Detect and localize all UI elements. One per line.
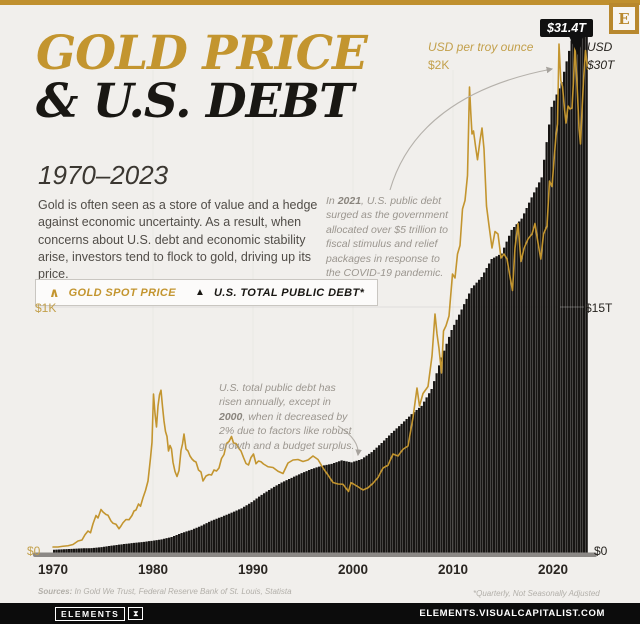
top-accent-bar (0, 0, 640, 5)
page-title: GOLD PRICE & U.S. DEBT (36, 26, 368, 129)
title-us-debt: & U.S. DEBT (36, 73, 354, 129)
x-tick-1980: 1980 (137, 562, 169, 577)
right-axis-30t: $30T (587, 58, 615, 72)
elements-wordmark: ELEMENTS (55, 606, 126, 621)
gold-price-line (52, 43, 589, 548)
visual-capitalist-e-logo[interactable]: E (609, 3, 639, 34)
right-axis-unit: USD (587, 40, 613, 54)
left-axis-1k: $1K (35, 301, 57, 315)
x-tick-1990: 1990 (237, 562, 269, 577)
gold-line-icon: ∧ (49, 284, 60, 300)
website-url[interactable]: ELEMENTS.VISUALCAPITALIST.COM (419, 608, 605, 619)
badge-pointer (568, 34, 584, 55)
left-axis-unit: USD per troy ounce (428, 40, 534, 54)
elements-logo[interactable]: ELEMENTS ⧗ (55, 606, 144, 621)
intro-paragraph: Gold is often seen as a store of value a… (38, 198, 318, 281)
legend-debt-label: U.S. TOTAL PUBLIC DEBT* (213, 286, 365, 299)
debt-bars (53, 32, 588, 557)
title-gold-price: GOLD PRICE (36, 26, 368, 81)
left-axis-zero: $0 (27, 544, 41, 558)
annotation-2021-debt: In 2021, U.S. public debt surged as the … (326, 195, 448, 280)
elements-logo-icon: ⧗ (128, 606, 144, 621)
date-range: 1970–2023 (38, 160, 169, 190)
chart-legend: ∧ GOLD SPOT PRICE ▲ U.S. TOTAL PUBLIC DE… (35, 279, 379, 306)
annotation-2000-surplus: U.S. total public debt has risen annuall… (219, 382, 355, 452)
x-tick-2000: 2000 (337, 562, 369, 577)
sources-note: Sources: In Gold We Trust, Federal Reser… (38, 587, 292, 596)
x-tick-1970: 1970 (37, 562, 69, 577)
right-axis-zero: $0 (594, 544, 608, 558)
left-axis-2k: $2K (428, 58, 450, 72)
x-tick-2020: 2020 (537, 562, 569, 577)
footer-bar: ELEMENTS ⧗ ELEMENTS.VISUALCAPITALIST.COM (0, 603, 640, 624)
arrow-to-2000-bars (337, 425, 362, 457)
x-axis-baseline (33, 552, 597, 557)
legend-gold-label: GOLD SPOT PRICE (68, 286, 177, 299)
right-axis-15t: $15T (585, 301, 613, 315)
arrow-to-2021-peak (389, 66, 554, 191)
debt-triangle-icon: ▲ (195, 287, 205, 298)
e-logo-letter: E (618, 9, 630, 28)
quarterly-footnote: *Quarterly, Not Seasonally Adjusted (473, 589, 600, 598)
peak-debt-badge: $31.4T (540, 19, 593, 37)
x-tick-2010: 2010 (437, 562, 469, 577)
sources-label: Sources: (38, 587, 73, 596)
